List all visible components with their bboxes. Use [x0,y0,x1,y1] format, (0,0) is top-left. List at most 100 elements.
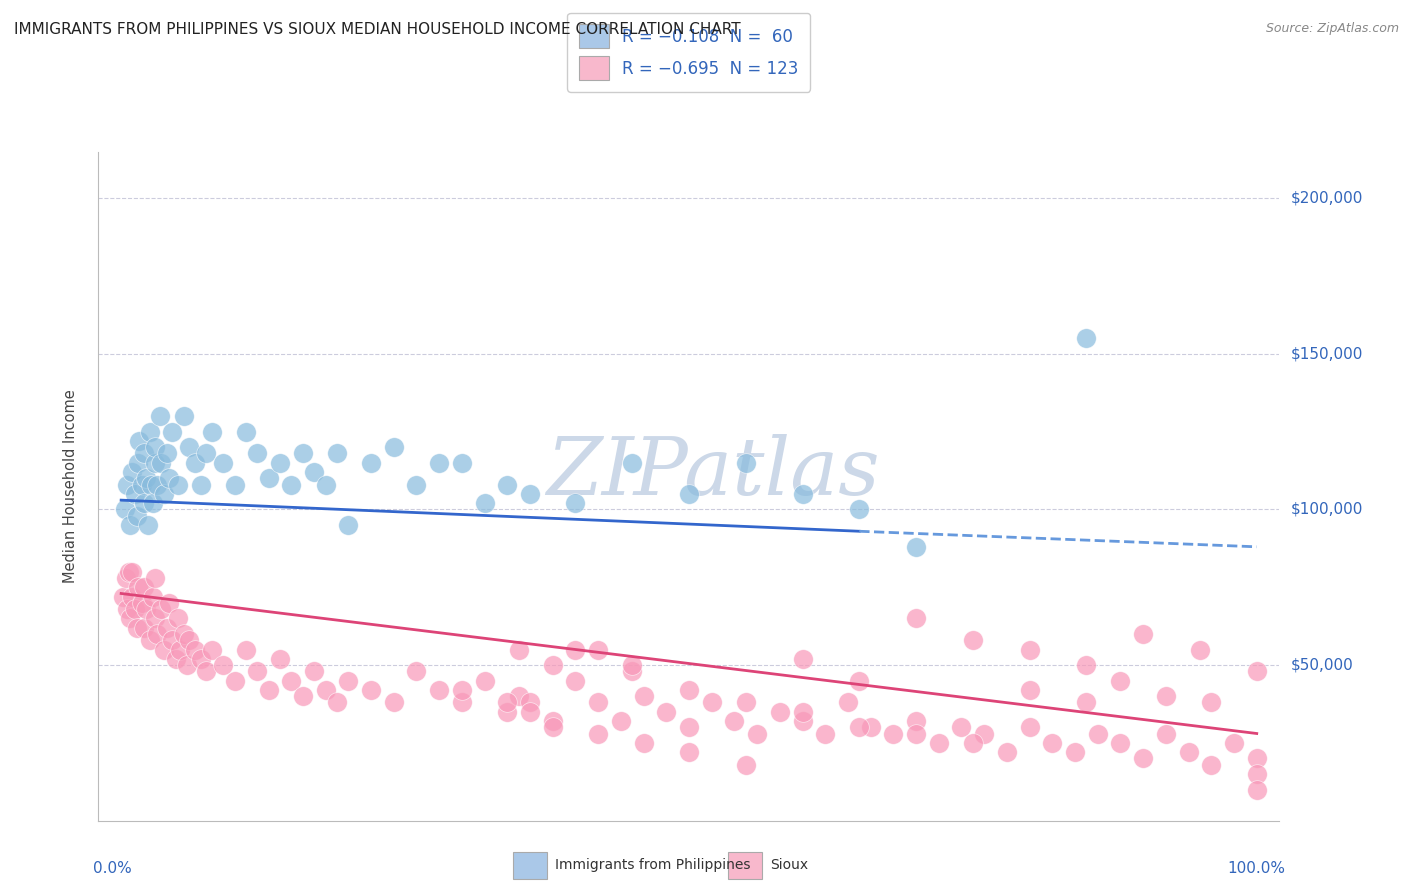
Point [621,658,644,673]
Y-axis label: Median Household Income: Median Household Income [63,389,77,583]
Point [155,621,177,635]
Point [837,695,859,709]
Point [792,714,814,728]
Point [633,689,655,703]
Point [149,602,172,616]
Point [146,477,169,491]
Point [519,705,541,719]
Point [155,446,177,460]
Point [678,745,700,759]
Point [1087,726,1109,740]
Point [848,673,870,688]
Point [427,682,450,697]
Point [212,658,235,673]
Point [382,695,405,709]
Point [190,652,212,666]
Point [302,665,325,679]
Point [905,611,928,625]
Point [142,590,165,604]
Point [1064,745,1087,759]
Point [143,440,166,454]
Point [450,456,472,470]
Point [427,456,450,470]
Point [143,611,166,625]
Point [382,440,405,454]
Point [212,456,235,470]
Text: Source: ZipAtlas.com: Source: ZipAtlas.com [1265,22,1399,36]
Point [1223,736,1246,750]
Point [121,565,143,579]
Point [360,682,382,697]
Point [173,409,195,424]
Point [541,720,564,734]
Point [1076,695,1098,709]
Point [124,487,146,501]
Point [315,682,337,697]
Point [118,565,141,579]
Point [132,496,155,510]
Point [157,471,180,485]
Point [146,627,169,641]
Point [405,477,427,491]
Legend: R = −0.108  N =  60, R = −0.695  N = 123: R = −0.108 N = 60, R = −0.695 N = 123 [568,12,810,92]
Point [678,720,700,734]
Text: Immigrants from Philippines: Immigrants from Philippines [555,858,751,872]
Point [905,726,928,740]
Point [153,642,176,657]
Point [360,456,382,470]
Text: IMMIGRANTS FROM PHILIPPINES VS SIOUX MEDIAN HOUSEHOLD INCOME CORRELATION CHART: IMMIGRANTS FROM PHILIPPINES VS SIOUX MED… [14,22,741,37]
Point [792,652,814,666]
Point [1246,767,1268,781]
Point [201,425,224,439]
Point [173,627,195,641]
Point [149,456,172,470]
Point [769,705,792,719]
Point [1040,736,1063,750]
Point [541,658,564,673]
Point [1246,782,1268,797]
Point [315,477,337,491]
Point [905,540,928,554]
Text: ZIPatlas: ZIPatlas [546,434,879,511]
Point [586,642,609,657]
Text: $200,000: $200,000 [1291,191,1362,206]
Point [131,596,153,610]
Point [610,714,633,728]
Point [224,673,246,688]
Point [633,736,655,750]
Point [678,682,700,697]
Point [235,425,257,439]
Point [792,487,814,501]
Point [125,621,148,635]
Point [120,611,142,625]
Text: $150,000: $150,000 [1291,346,1362,361]
Point [1154,689,1177,703]
Point [135,471,157,485]
Point [184,456,207,470]
Point [269,456,291,470]
Point [700,695,723,709]
Point [165,652,187,666]
Point [115,602,138,616]
Point [127,580,149,594]
Point [142,496,165,510]
Point [135,602,157,616]
Point [508,642,530,657]
Point [1018,682,1040,697]
Text: 100.0%: 100.0% [1227,861,1285,876]
Point [734,757,756,772]
Point [115,477,138,491]
Point [190,477,212,491]
Point [224,477,246,491]
Point [149,409,172,424]
FancyBboxPatch shape [513,852,547,879]
Point [1246,751,1268,765]
Point [1201,695,1223,709]
Point [1109,736,1132,750]
Point [162,425,183,439]
Point [326,695,349,709]
Point [1154,726,1177,740]
Point [138,633,160,648]
Point [153,487,176,501]
Point [132,580,155,594]
